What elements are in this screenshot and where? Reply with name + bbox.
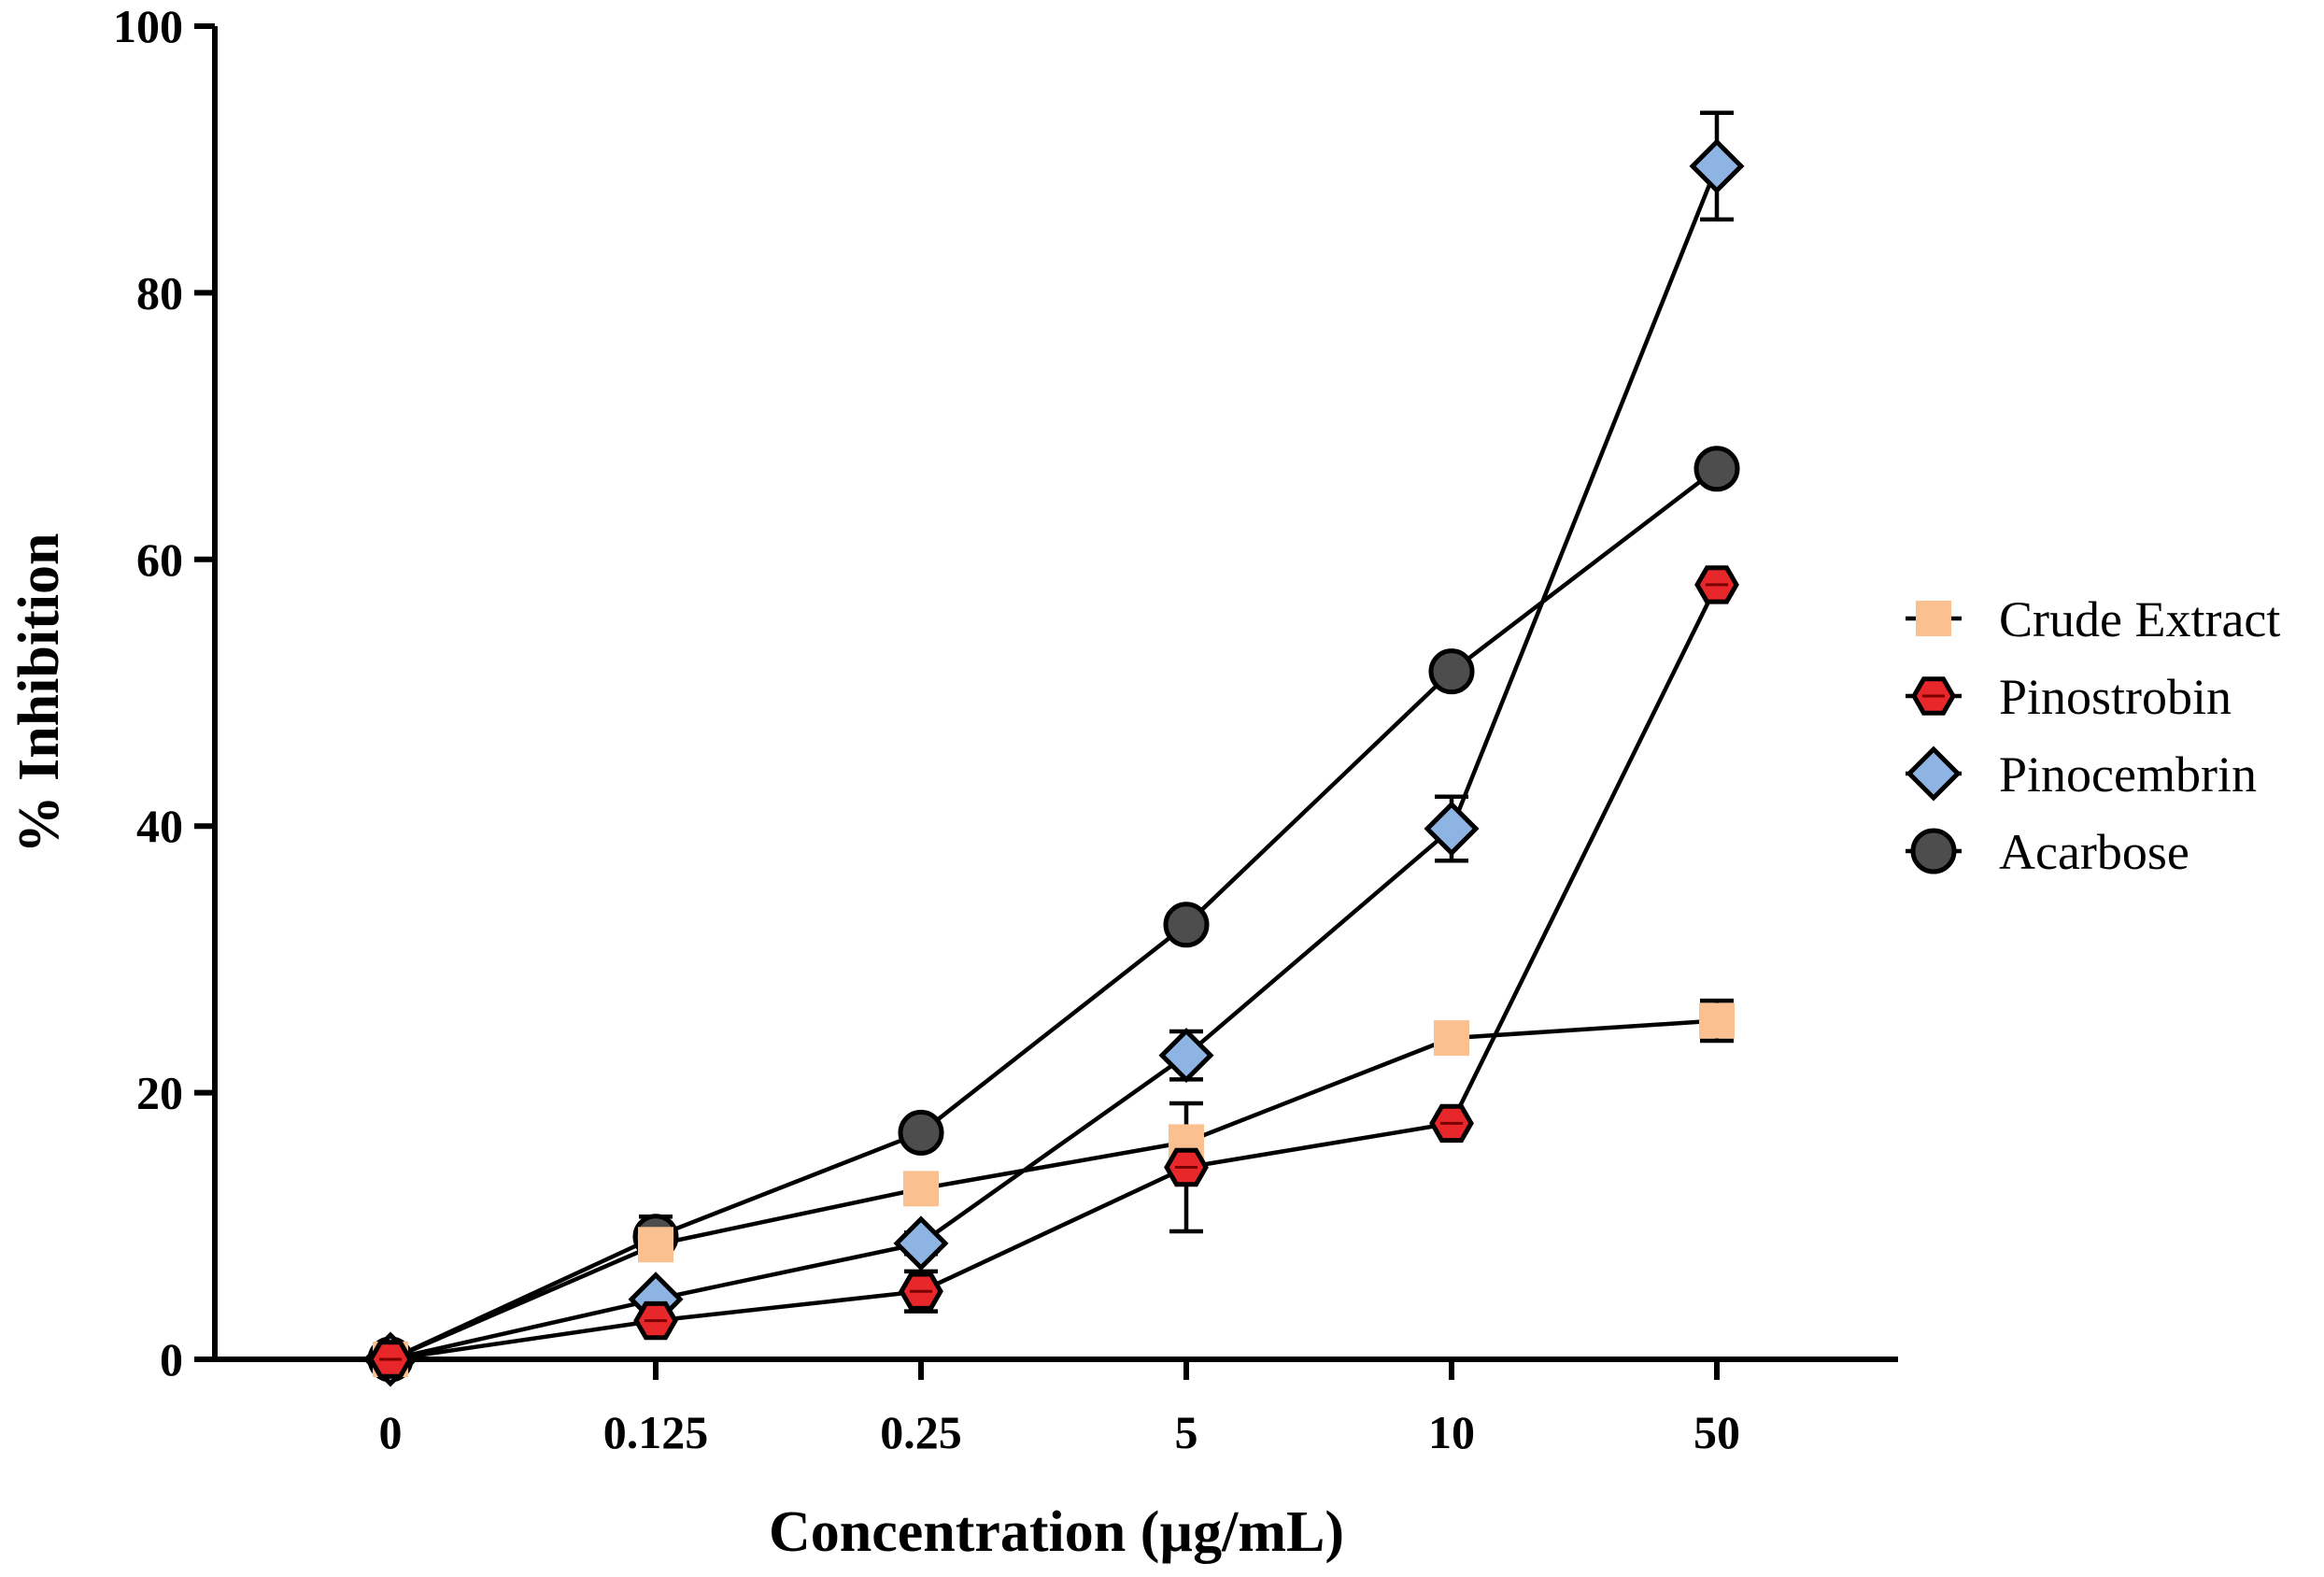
data-point-crude-extract [1434,1020,1469,1057]
x-tick-label: 0 [379,1406,403,1458]
data-point-pinocembrin [893,1215,949,1272]
y-tick-label: 60 [136,533,183,586]
data-point-pinostrobin [1429,1103,1474,1144]
y-tick-label: 20 [136,1067,183,1119]
data-point-pinocembrin [1158,1028,1214,1084]
legend-label: Acarbose [1999,824,2189,880]
x-tick-label: 0.125 [603,1406,709,1458]
data-point-pinocembrin [1689,138,1745,194]
data-point-pinocembrin [1424,801,1480,857]
y-tick-label: 40 [136,800,183,852]
series-line-crude-extract [390,1018,1718,1362]
legend-marker-pinostrobin [1911,676,1956,716]
data-point-acarbose [898,1109,944,1156]
data-point-acarbose [1428,648,1475,695]
legend-item-crude-extract: Crude Extract [1906,591,2280,647]
legend-marker-pinocembrin [1906,746,1962,802]
data-point-crude-extract [903,1171,939,1207]
data-point-crude-extract [1699,1002,1735,1039]
y-ticks: 0 20 40 60 80 100 [113,0,215,1385]
legend-item-pinostrobin: Pinostrobin [1906,669,2232,725]
legend-label: Pinocembrin [1999,746,2257,803]
data-point-pinostrobin [633,1300,678,1341]
series-layer [362,110,1745,1387]
legend-label: Pinostrobin [1999,669,2232,725]
x-tick-label: 10 [1428,1406,1475,1458]
data-point-acarbose [1693,446,1740,492]
x-axis-title: Concentration (µg/mL) [769,1500,1344,1564]
series-line-pinocembrin [390,164,1720,1362]
x-tick-label: 5 [1175,1406,1198,1458]
x-tick-label: 50 [1693,1406,1740,1458]
x-tick-label: 0.25 [880,1406,962,1458]
data-point-crude-extract [638,1227,673,1263]
data-point-pinostrobin [899,1272,943,1311]
y-axis-title: % Inhibition [7,533,71,854]
legend: Crude Extract Pinostrobin Pinocembrin Acarb… [1906,591,2280,880]
data-point-pinostrobin [1694,565,1739,604]
series-line-acarbose [390,466,1719,1362]
y-tick-label: 0 [160,1333,183,1385]
legend-marker-crude-extract [1916,601,1951,636]
data-point-acarbose [1163,902,1210,948]
data-point-pinostrobin [368,1340,413,1379]
legend-item-acarbose: Acarbose [1906,824,2189,880]
legend-label: Crude Extract [1999,591,2280,647]
data-point-pinostrobin [1164,1147,1209,1187]
y-tick-label: 100 [113,0,183,52]
series-line-pinostrobin [390,583,1720,1362]
legend-marker-acarbose [1910,828,1957,874]
legend-item-pinocembrin: Pinocembrin [1906,746,2257,803]
axes [212,26,1898,1362]
y-tick-label: 80 [136,266,183,319]
x-ticks: 0 0.125 0.25 5 10 50 [379,1359,1740,1458]
